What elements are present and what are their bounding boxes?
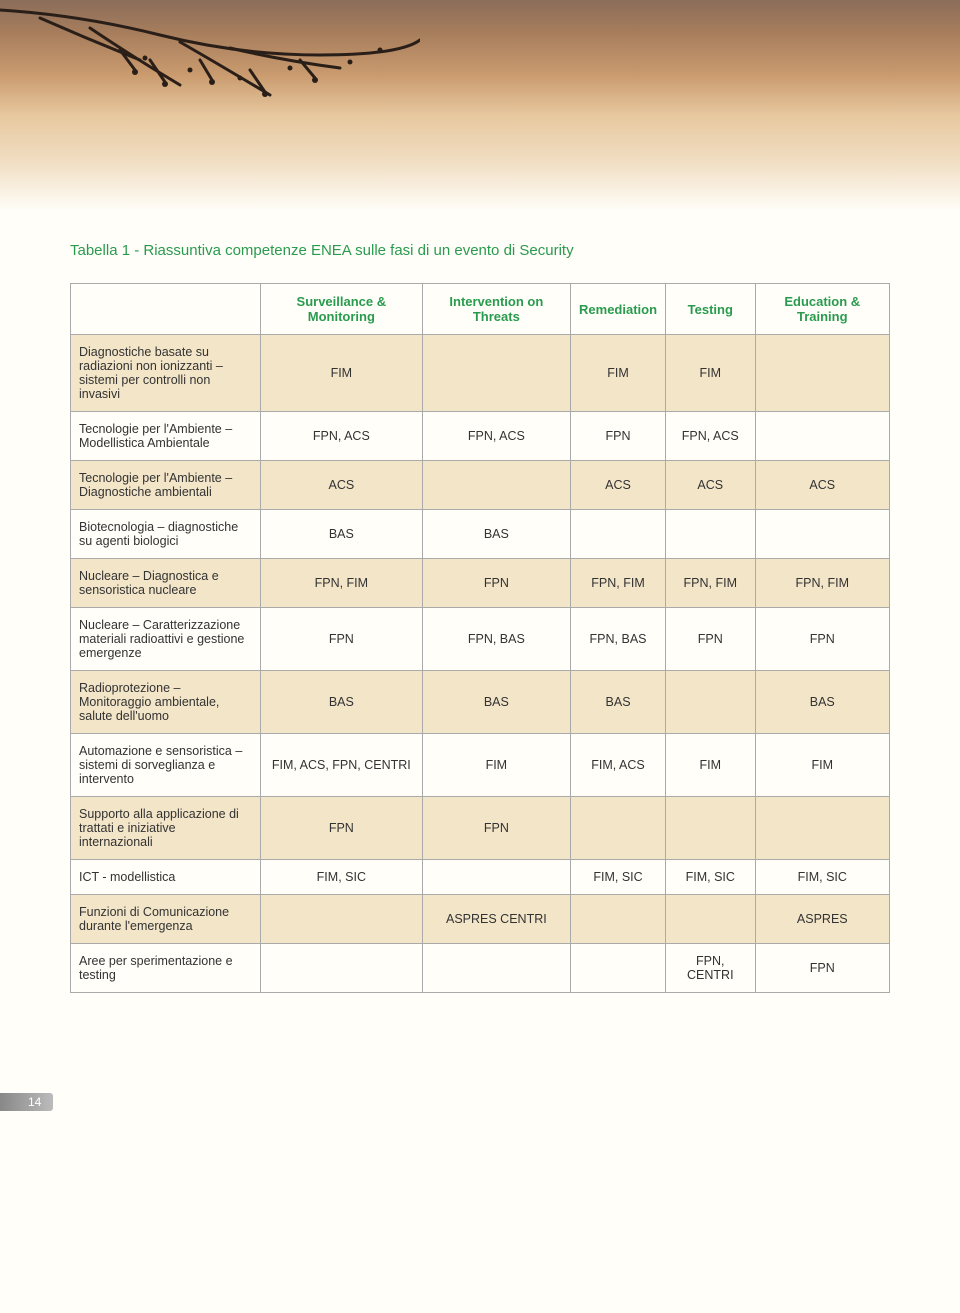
table-cell: FIM, SIC: [666, 860, 756, 895]
table-cell: FPN, FIM: [755, 559, 889, 608]
table-row: Supporto alla applicazione di trattati e…: [71, 797, 890, 860]
table-cell: FPN, BAS: [571, 608, 666, 671]
table-cell: FPN, ACS: [666, 412, 756, 461]
table-cell: [755, 510, 889, 559]
row-label: Funzioni di Comunicazione durante l'emer…: [71, 895, 261, 944]
page-footer: 14: [0, 1093, 960, 1111]
table-cell: [422, 860, 570, 895]
row-label: Tecnologie per l'Ambiente – Modellistica…: [71, 412, 261, 461]
row-label: Diagnostiche basate su radiazioni non io…: [71, 335, 261, 412]
table-cell: FIM: [755, 734, 889, 797]
table-cell: ACS: [261, 461, 423, 510]
table-cell: FIM: [261, 335, 423, 412]
table-cell: FPN: [666, 608, 756, 671]
table-cell: BAS: [422, 510, 570, 559]
table-cell: [755, 797, 889, 860]
table-row: Diagnostiche basate su radiazioni non io…: [71, 335, 890, 412]
table-row: Aree per sperimentazione e testing FPN, C…: [71, 944, 890, 993]
table-cell: [422, 461, 570, 510]
row-label: Biotecnologia – diagnostiche su agenti b…: [71, 510, 261, 559]
table-cell: FPN, CENTRI: [666, 944, 756, 993]
table-cell: FIM, SIC: [755, 860, 889, 895]
table-cell: FIM: [571, 335, 666, 412]
table-cell: FPN: [571, 412, 666, 461]
col-header-surveillance: Surveillance & Monitoring: [261, 284, 423, 335]
table-row: Nucleare – Caratterizzazione materiali r…: [71, 608, 890, 671]
table-cell: FPN: [261, 608, 423, 671]
table-cell: BAS: [755, 671, 889, 734]
table-row: Tecnologie per l'Ambiente – Modellistica…: [71, 412, 890, 461]
table-cell: [571, 944, 666, 993]
row-label: Tecnologie per l'Ambiente – Diagnostiche…: [71, 461, 261, 510]
table-cell: [422, 944, 570, 993]
table-cell: [422, 335, 570, 412]
table-row: Biotecnologia – diagnostiche su agenti b…: [71, 510, 890, 559]
row-label: Aree per sperimentazione e testing: [71, 944, 261, 993]
table-cell: ASPRES CENTRI: [422, 895, 570, 944]
table-cell: FPN, ACS: [422, 412, 570, 461]
table-cell: [666, 895, 756, 944]
table-cell: BAS: [422, 671, 570, 734]
table-cell: BAS: [571, 671, 666, 734]
table-row: ICT - modellisticaFIM, SICFIM, SICFIM, S…: [71, 860, 890, 895]
table-cell: FPN, FIM: [571, 559, 666, 608]
table-cell: FPN: [261, 797, 423, 860]
row-label: Automazione e sensoristica – sistemi di …: [71, 734, 261, 797]
table-cell: FIM, ACS, FPN, CENTRI: [261, 734, 423, 797]
table-cell: FIM, SIC: [571, 860, 666, 895]
table-cell: [571, 510, 666, 559]
table-cell: [755, 412, 889, 461]
table-cell: [666, 797, 756, 860]
table-header-row: Surveillance & Monitoring Intervention o…: [71, 284, 890, 335]
table-cell: ACS: [755, 461, 889, 510]
table-cell: FPN: [755, 944, 889, 993]
row-label: Supporto alla applicazione di trattati e…: [71, 797, 261, 860]
table-cell: [755, 335, 889, 412]
col-header-testing: Testing: [666, 284, 756, 335]
table-cell: [261, 895, 423, 944]
table-cell: FPN, FIM: [261, 559, 423, 608]
table-row: Nucleare – Diagnostica e sensoristica nu…: [71, 559, 890, 608]
page-number: 14: [0, 1093, 53, 1111]
table-cell: [261, 944, 423, 993]
table-title: Tabella 1 - Riassuntiva competenze ENEA …: [70, 242, 890, 259]
row-label: Nucleare – Diagnostica e sensoristica nu…: [71, 559, 261, 608]
table-cell: FPN, FIM: [666, 559, 756, 608]
row-label: Radioprotezione – Monitoraggio ambiental…: [71, 671, 261, 734]
table-cell: FPN, ACS: [261, 412, 423, 461]
table-cell: [571, 895, 666, 944]
table-cell: FIM, ACS: [571, 734, 666, 797]
table-cell: BAS: [261, 671, 423, 734]
table-cell: FPN, BAS: [422, 608, 570, 671]
table-cell: FIM, SIC: [261, 860, 423, 895]
competenze-table: Surveillance & Monitoring Intervention o…: [70, 283, 890, 993]
table-row: Funzioni di Comunicazione durante l'emer…: [71, 895, 890, 944]
table-cell: ASPRES: [755, 895, 889, 944]
table-row: Tecnologie per l'Ambiente – Diagnostiche…: [71, 461, 890, 510]
table-cell: ACS: [571, 461, 666, 510]
table-row: Radioprotezione – Monitoraggio ambiental…: [71, 671, 890, 734]
col-header-remediation: Remediation: [571, 284, 666, 335]
table-body: Diagnostiche basate su radiazioni non io…: [71, 335, 890, 993]
table-cell: FIM: [666, 335, 756, 412]
table-cell: [666, 510, 756, 559]
table-cell: FPN: [422, 797, 570, 860]
table-row: Automazione e sensoristica – sistemi di …: [71, 734, 890, 797]
table-cell: BAS: [261, 510, 423, 559]
table-cell: ACS: [666, 461, 756, 510]
table-cell: [571, 797, 666, 860]
branch-silhouette: [0, 0, 420, 140]
col-header-empty: [71, 284, 261, 335]
page-content: Tabella 1 - Riassuntiva competenze ENEA …: [0, 212, 960, 1033]
row-label: Nucleare – Caratterizzazione materiali r…: [71, 608, 261, 671]
table-cell: FPN: [755, 608, 889, 671]
table-cell: FIM: [422, 734, 570, 797]
col-header-education: Education & Training: [755, 284, 889, 335]
header-banner: [0, 0, 960, 212]
col-header-intervention: Intervention on Threats: [422, 284, 570, 335]
table-cell: FIM: [666, 734, 756, 797]
row-label: ICT - modellistica: [71, 860, 261, 895]
table-cell: [666, 671, 756, 734]
table-cell: FPN: [422, 559, 570, 608]
